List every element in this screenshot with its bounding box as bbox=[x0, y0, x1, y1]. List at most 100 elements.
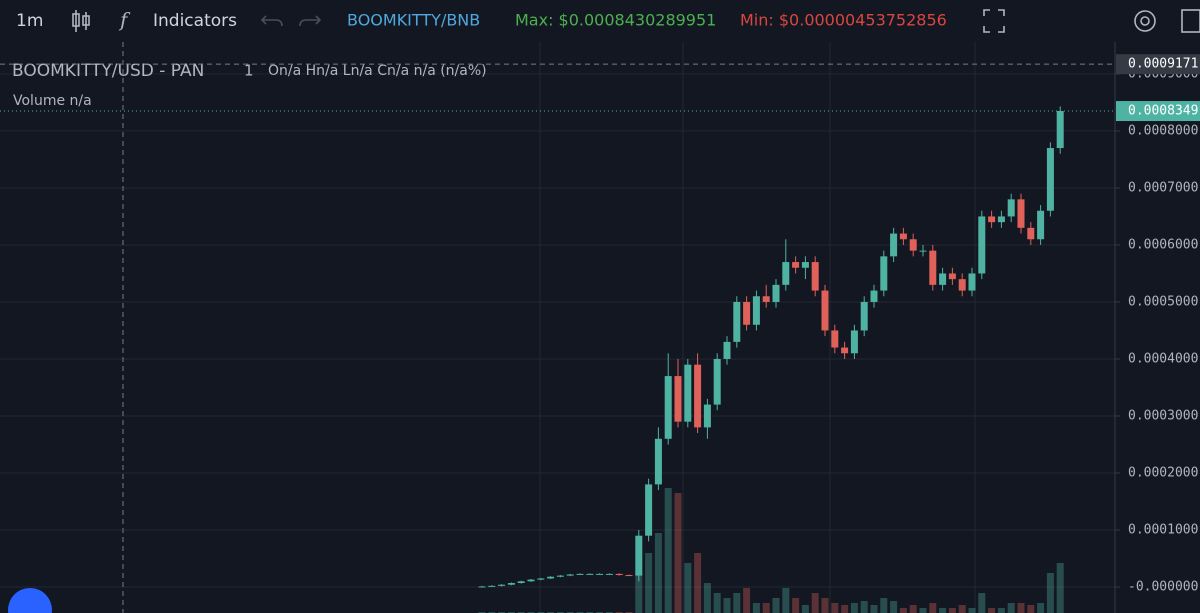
crosshair-price-box bbox=[1116, 54, 1200, 75]
candle-body bbox=[537, 578, 545, 580]
candle-body bbox=[792, 262, 800, 268]
volume-bar bbox=[723, 598, 731, 613]
candle-body bbox=[478, 586, 486, 588]
max: Max: $0.0008430289951 bbox=[515, 11, 716, 30]
fullscreen-icon[interactable] bbox=[983, 9, 1005, 33]
candle-body bbox=[752, 296, 760, 325]
volume-bar bbox=[841, 605, 849, 613]
volume-bar bbox=[988, 608, 996, 613]
candle-body bbox=[762, 296, 770, 302]
candle-body bbox=[498, 584, 506, 586]
candle-body bbox=[684, 364, 692, 422]
volume-bar bbox=[694, 553, 702, 613]
candle-body bbox=[743, 301, 751, 325]
candle-body bbox=[850, 330, 858, 354]
y-tick-label: 0.0008000 bbox=[1128, 123, 1198, 138]
volume-bar bbox=[821, 598, 829, 613]
candle-body bbox=[821, 290, 829, 331]
volume-bar bbox=[929, 603, 937, 613]
pair: BOOMKITTY/BNB bbox=[347, 11, 480, 30]
candle-body bbox=[811, 262, 819, 291]
volume-bar bbox=[743, 588, 751, 613]
volume-bar bbox=[1037, 603, 1045, 613]
candle-body bbox=[615, 573, 623, 576]
candle-body bbox=[527, 579, 535, 582]
candle-body bbox=[978, 216, 986, 274]
crosshair-price-label: 0.0009171 bbox=[1128, 57, 1198, 72]
volume-bar bbox=[713, 593, 721, 613]
candle-body bbox=[958, 279, 966, 291]
candle-body bbox=[547, 576, 555, 579]
candle-body bbox=[507, 583, 515, 585]
volume-bar bbox=[948, 608, 956, 613]
panel-icon[interactable] bbox=[1181, 9, 1200, 33]
candle-body bbox=[1056, 110, 1064, 149]
candle-body bbox=[713, 358, 721, 405]
ohlc-values: On/a Hn/a Ln/a Cn/a n/a (n/a%) bbox=[268, 63, 487, 79]
candle-body bbox=[801, 262, 809, 268]
candle-body bbox=[1007, 199, 1015, 217]
candle-body bbox=[694, 364, 702, 428]
candles bbox=[478, 106, 1064, 588]
candle-body bbox=[929, 250, 937, 285]
logo[interactable] bbox=[8, 588, 52, 613]
candle-body bbox=[997, 216, 1005, 223]
chart-type-icon[interactable] bbox=[72, 10, 90, 32]
volume-bar bbox=[870, 605, 878, 613]
settings-icon[interactable] bbox=[1134, 10, 1156, 32]
candle-body bbox=[586, 573, 594, 575]
volume-bar bbox=[909, 605, 917, 613]
candle-body bbox=[576, 573, 584, 575]
indicators-button[interactable]: Indicators bbox=[153, 11, 237, 31]
candle-body bbox=[488, 585, 496, 587]
volume-bar bbox=[899, 608, 907, 613]
candle-body bbox=[517, 581, 525, 584]
candle-body bbox=[733, 301, 741, 342]
y-tick-label: 0.0006000 bbox=[1128, 237, 1198, 252]
volume-bar bbox=[762, 603, 770, 613]
undo-redo[interactable] bbox=[260, 15, 322, 27]
volume-bars bbox=[478, 488, 1064, 613]
volume-bar bbox=[654, 533, 662, 613]
last-price-box bbox=[1116, 101, 1200, 122]
volume-bar bbox=[968, 608, 976, 613]
volume-bar bbox=[645, 553, 653, 613]
candle-body bbox=[674, 376, 682, 422]
volume-bar bbox=[801, 605, 809, 613]
volume-bar bbox=[860, 601, 868, 613]
y-tick-label: -0.000000 bbox=[1128, 580, 1198, 595]
volume-bar bbox=[684, 563, 692, 613]
volume-bar bbox=[919, 608, 927, 613]
volume-bar bbox=[1027, 605, 1035, 613]
volume-bar bbox=[664, 488, 672, 613]
candle-body bbox=[909, 239, 917, 251]
y-tick-label: 0.0005000 bbox=[1128, 294, 1198, 309]
volume-bar bbox=[792, 598, 800, 613]
candle-body bbox=[664, 376, 672, 439]
volume-bar bbox=[1007, 603, 1015, 613]
time-grid bbox=[539, 42, 976, 613]
toolbar: 1m f Indicators BOOMKITTY/BNB Max: $0.00… bbox=[16, 8, 1200, 33]
volume-bar bbox=[772, 598, 780, 613]
candle-body bbox=[1046, 148, 1054, 211]
candle-body bbox=[723, 341, 731, 359]
volume-bar bbox=[1046, 573, 1054, 613]
last-price-label: 0.0008349 bbox=[1128, 104, 1198, 119]
candle-body bbox=[635, 535, 643, 576]
volume-bar bbox=[703, 583, 711, 613]
legend-interval: 1 bbox=[244, 62, 254, 80]
volume-bar bbox=[880, 598, 888, 613]
volume-bar bbox=[1017, 603, 1025, 613]
interval-button[interactable]: 1m bbox=[16, 11, 43, 31]
candle-body bbox=[782, 262, 790, 285]
candle-body bbox=[566, 574, 574, 576]
y-tick-label: 0.0007000 bbox=[1128, 180, 1198, 195]
volume-bar bbox=[978, 593, 986, 613]
volume-bar bbox=[850, 603, 858, 613]
volume-bar bbox=[997, 608, 1005, 613]
y-tick-label: 0.0004000 bbox=[1128, 351, 1198, 366]
y-tick-label: 0.0001000 bbox=[1128, 522, 1198, 537]
symbol-title: BOOMKITTY/USD - PAN bbox=[12, 61, 204, 81]
candle-body bbox=[899, 233, 907, 240]
